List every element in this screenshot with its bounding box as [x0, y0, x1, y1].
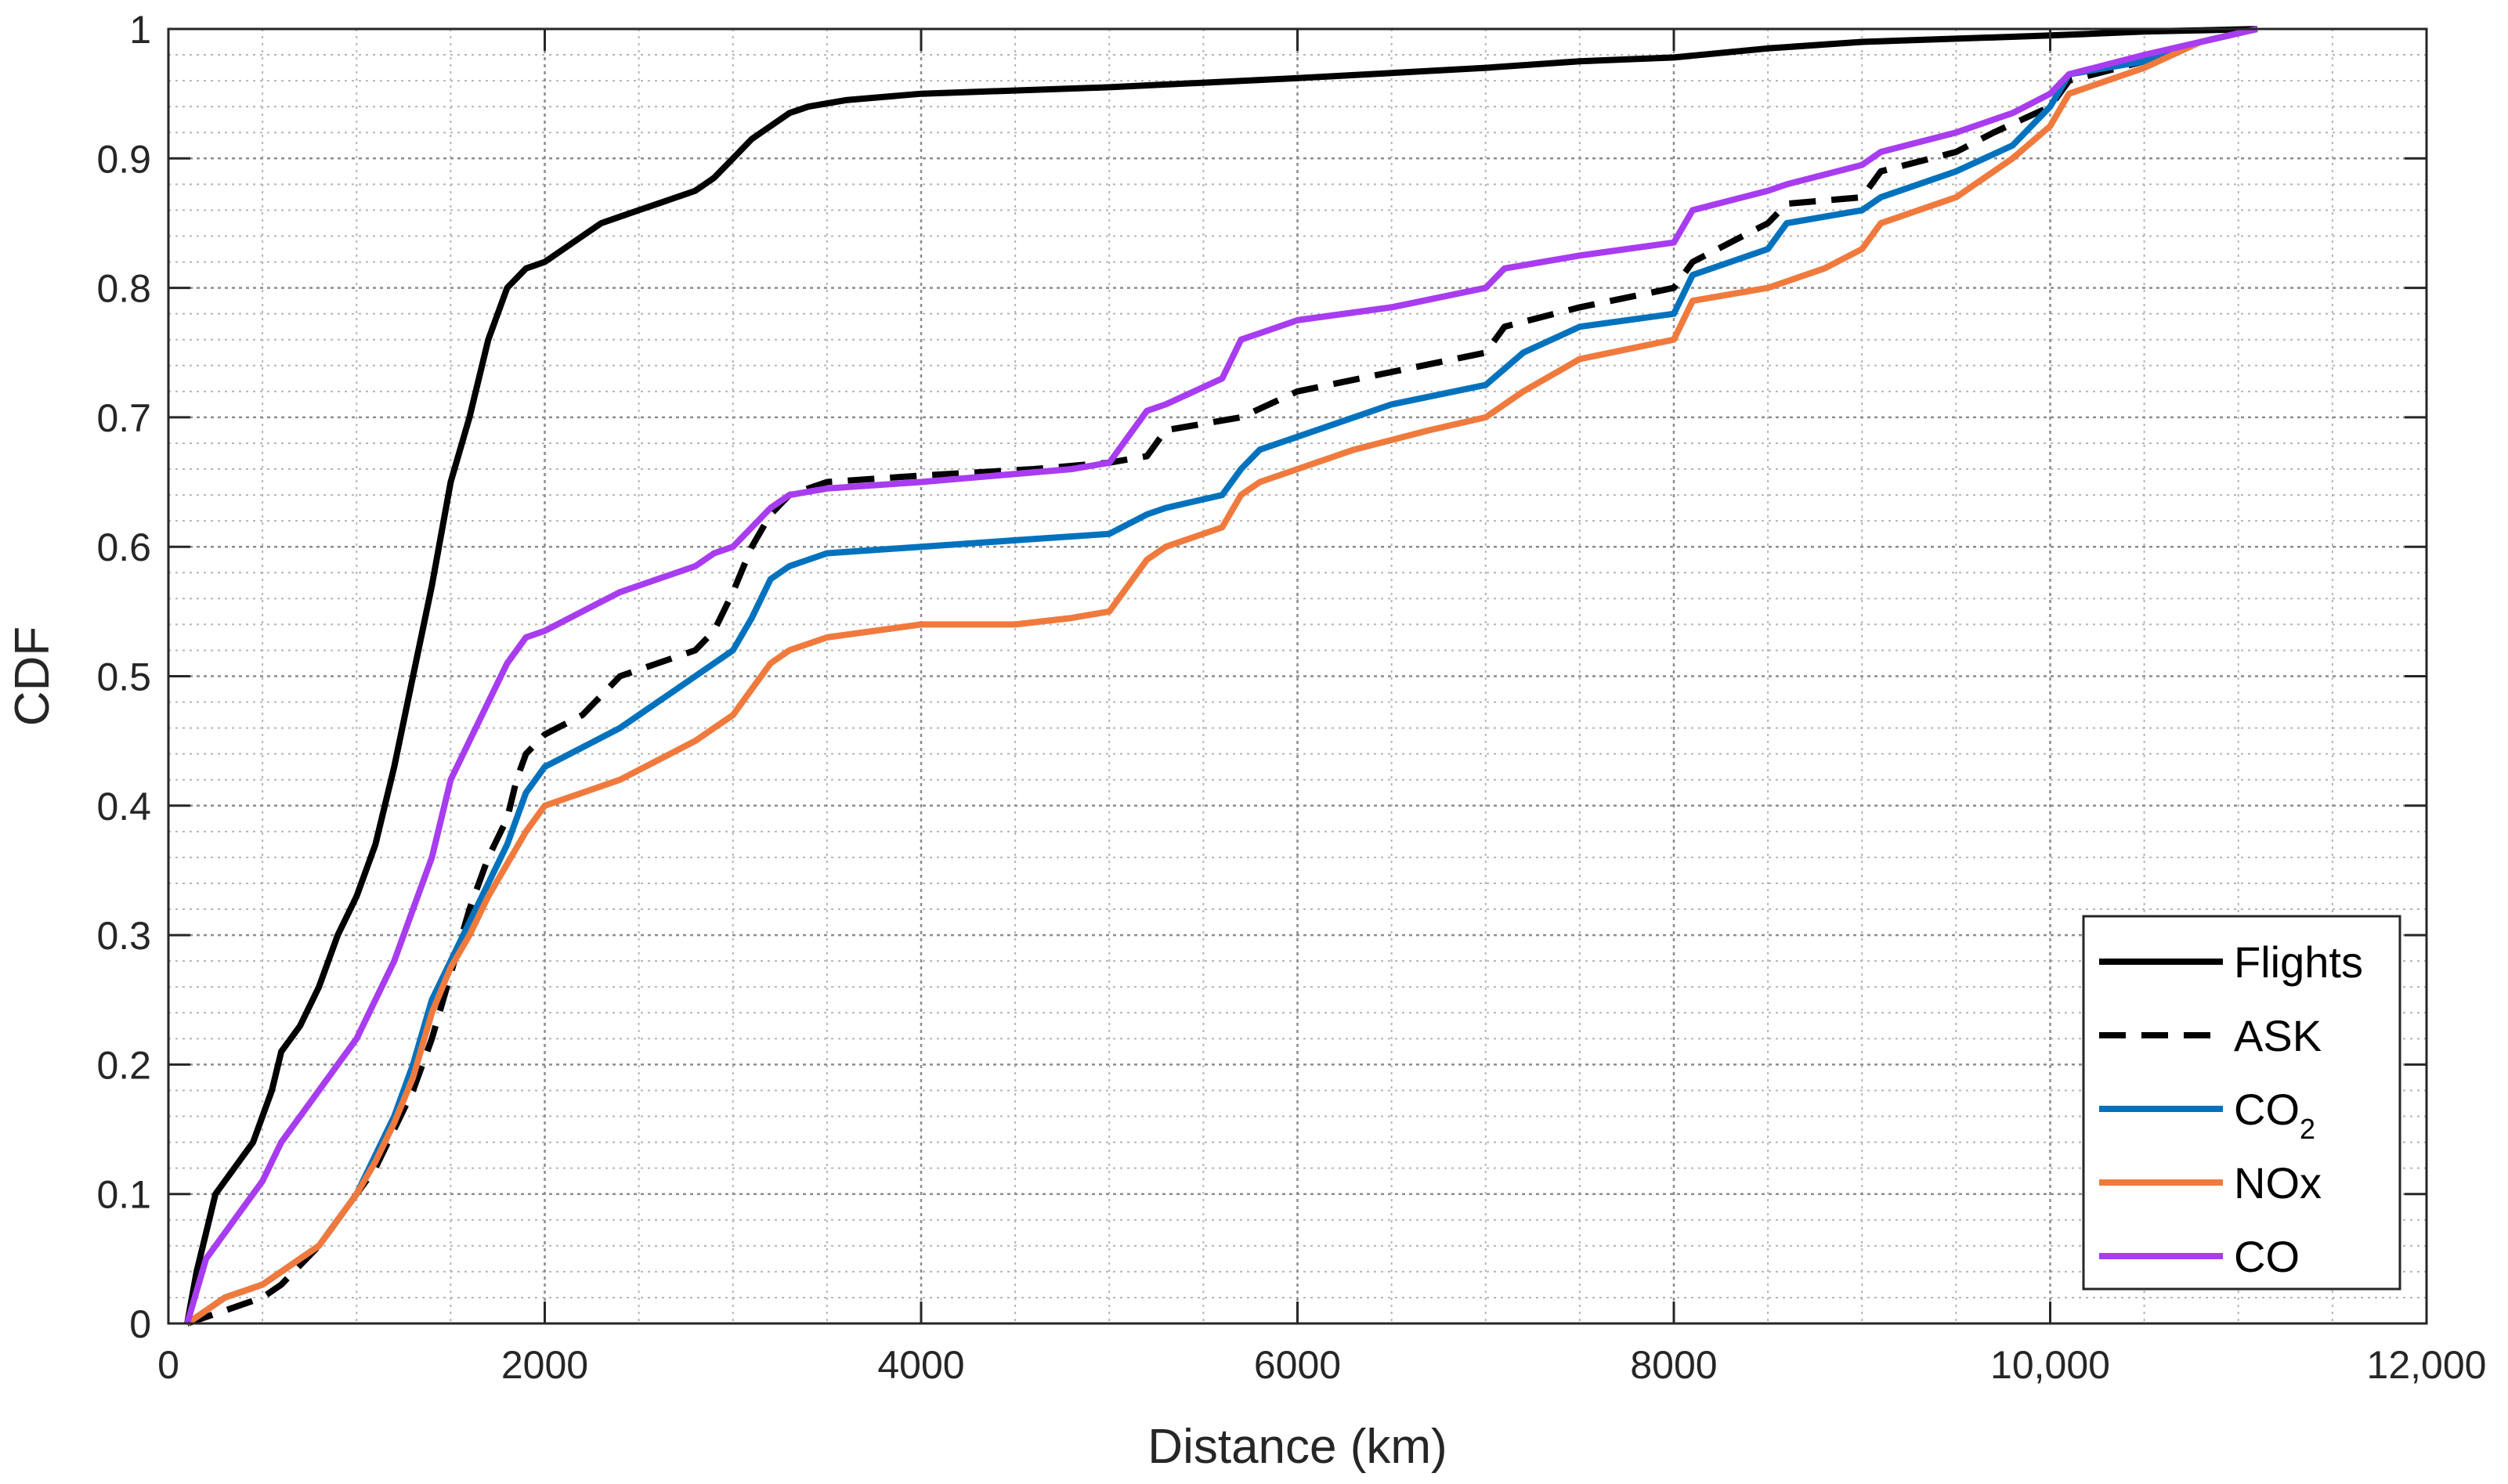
legend-label-text: ASK	[2234, 1011, 2322, 1060]
axis-ticks	[167, 27, 2428, 1325]
y-tick-label: 1	[129, 8, 151, 52]
y-tick-label: 0.5	[96, 655, 151, 699]
legend-label-co: CO	[2234, 1232, 2300, 1281]
x-tick-label: 8000	[1630, 1343, 1717, 1387]
x-axis-label: Distance (km)	[1147, 1420, 1447, 1474]
x-axis-tick-labels: 0 2000 4000 6000 8000 10,000 12,000	[157, 1343, 2486, 1387]
legend-label-subscript: 2	[2300, 1113, 2315, 1145]
legend-label-nox: NOx	[2234, 1158, 2322, 1208]
y-tick-label: 0.4	[96, 785, 151, 829]
y-tick-label: 0	[129, 1302, 151, 1346]
y-tick-label: 0.9	[96, 137, 151, 181]
legend-label-flights: Flights	[2234, 937, 2363, 987]
x-tick-label: 2000	[501, 1343, 588, 1387]
legend-label-text: CO	[2234, 1232, 2300, 1281]
legend-label-text: Flights	[2234, 937, 2363, 987]
x-tick-label: 12,000	[2367, 1343, 2487, 1387]
legend-label-text: NOx	[2234, 1158, 2322, 1208]
legend-label-co2: CO2	[2234, 1085, 2315, 1145]
series-line-flights	[184, 26, 2257, 1324]
y-axis-tick-labels: 0 0.1 0.2 0.3 0.4 0.5 0.6 0.7 0.8 0.9 1	[96, 8, 151, 1346]
y-tick-label: 0.6	[96, 525, 151, 569]
legend-label-text: CO	[2234, 1085, 2300, 1134]
x-tick-label: 10,000	[1990, 1343, 2110, 1387]
y-tick-label: 0.1	[96, 1173, 151, 1217]
y-axis-label: CDF	[5, 626, 60, 726]
x-tick-label: 0	[157, 1343, 179, 1387]
x-tick-label: 4000	[877, 1343, 964, 1387]
series-line-co	[184, 26, 2258, 1325]
y-tick-label: 0.8	[96, 267, 151, 311]
legend-box	[2082, 915, 2401, 1291]
y-tick-label: 0.3	[96, 914, 151, 958]
y-tick-label: 0.7	[96, 396, 151, 440]
y-tick-label: 0.2	[96, 1043, 151, 1087]
legend-label-ask: ASK	[2234, 1011, 2322, 1060]
series-layer	[184, 26, 2258, 1327]
x-tick-label: 6000	[1254, 1343, 1341, 1387]
series-line-nox	[185, 26, 2258, 1327]
